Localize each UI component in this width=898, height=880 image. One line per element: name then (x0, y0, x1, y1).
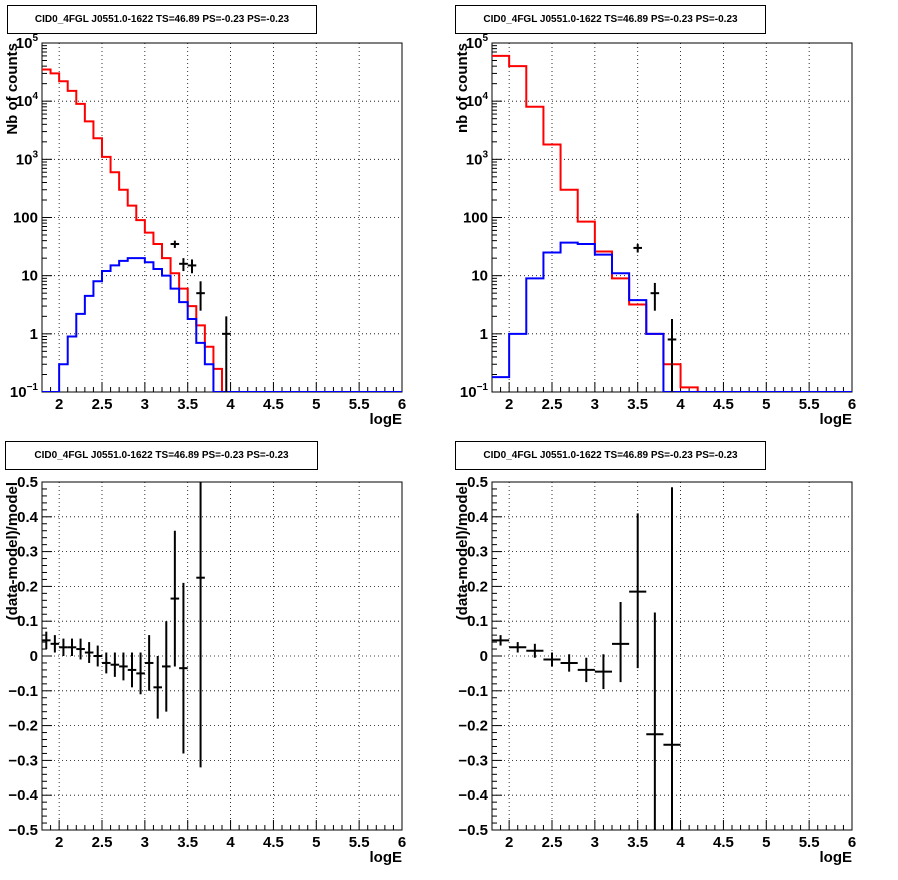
x-tick-label: 6 (398, 396, 406, 413)
y-tick-label: 0.4 (467, 509, 489, 526)
histogram-step-blue (492, 241, 852, 392)
x-tick-label: 2.5 (92, 396, 113, 413)
x-tick-label: 4 (676, 834, 685, 851)
y-tick-label: 1 (30, 326, 38, 343)
y-tick-label: 1 (480, 326, 488, 343)
y-axis-label: (data-model)/model (454, 482, 471, 620)
y-tick-label: 10 (21, 268, 38, 285)
histogram-step-red (492, 54, 852, 392)
x-tick-label: 5 (312, 834, 320, 851)
y-tick-label: −0.5 (8, 822, 38, 839)
y-tick-label: 0.2 (17, 578, 38, 595)
series-group (492, 487, 681, 830)
x-tick-label: 6 (848, 396, 856, 413)
x-tick-label: 4.5 (713, 396, 734, 413)
histogram-step-red (42, 68, 402, 392)
x-tick-label: 5 (312, 396, 320, 413)
y-tick-label: 10 (471, 268, 488, 285)
y-tick-label: −0.4 (458, 787, 488, 804)
x-tick-label: 6 (398, 834, 406, 851)
x-tick-label: 2 (505, 834, 513, 851)
y-tick-label: 0 (30, 648, 38, 665)
chart-title-top-left: CID0_4FGL J0551.0-1622 TS=46.89 PS=-0.23… (7, 5, 317, 34)
x-tick-label: 5.5 (349, 834, 370, 851)
chart-top-left: 2 2.5 3 3.5 4 4.5 5 5.5 6logE10−1110100103104105… (4, 33, 406, 428)
y-tick-label: 0.5 (17, 474, 38, 491)
y-tick-label: −0.1 (458, 683, 488, 700)
y-tick-label: 0.3 (467, 544, 488, 561)
chart-title-bottom-left: CID0_4FGL J0551.0-1622 TS=46.89 PS=-0.23… (5, 441, 318, 470)
y-tick-label: 100 (13, 210, 38, 227)
y-axis-label: Nb of counts (4, 43, 21, 135)
x-axis-label: logE (370, 849, 403, 866)
series-group (42, 482, 205, 768)
y-tick-label: −0.5 (458, 822, 488, 839)
y-tick-label: −0.2 (458, 718, 488, 735)
y-tick-label: 100 (463, 210, 488, 227)
x-tick-label: 5 (762, 834, 770, 851)
y-tick-label: 0 (480, 648, 488, 665)
y-tick-label: −0.1 (8, 683, 38, 700)
x-tick-label: 4.5 (263, 396, 284, 413)
chart-title-top-right: CID0_4FGL J0551.0-1622 TS=46.89 PS=-0.23… (455, 5, 766, 34)
x-tick-label: 4.5 (263, 834, 284, 851)
y-tick-label: 0.1 (467, 613, 488, 630)
x-axis-label: logE (370, 411, 403, 428)
x-tick-label: 3 (141, 834, 149, 851)
x-tick-label: 4.5 (713, 834, 734, 851)
x-tick-label: 3.5 (177, 396, 198, 413)
y-axis-label: (data-model)/model (4, 482, 21, 620)
x-tick-label: 4 (226, 396, 235, 413)
x-tick-label: 3 (141, 396, 149, 413)
x-tick-label: 3.5 (627, 396, 648, 413)
chart-top-right: 2 2.5 3 3.5 4 4.5 5 5.5 6logE10−1110100103104105… (454, 33, 856, 428)
y-tick-label: −0.4 (8, 787, 38, 804)
y-tick-label: 0.4 (17, 509, 39, 526)
x-tick-label: 3.5 (627, 834, 648, 851)
x-tick-label: 2 (55, 834, 63, 851)
x-tick-label: 2.5 (92, 834, 113, 851)
y-tick-label: 103 (466, 149, 489, 168)
y-tick-label: 0.3 (17, 544, 38, 561)
x-tick-label: 5.5 (799, 834, 820, 851)
x-tick-label: 4 (676, 396, 685, 413)
x-tick-label: 6 (848, 834, 856, 851)
x-tick-label: 2.5 (542, 396, 563, 413)
x-axis-label: logE (820, 849, 853, 866)
y-tick-label: 103 (16, 149, 39, 168)
x-tick-label: 3 (591, 396, 599, 413)
y-tick-label: −0.2 (8, 718, 38, 735)
y-tick-label: 0.5 (467, 474, 488, 491)
y-tick-label: 10−1 (10, 382, 39, 401)
x-tick-label: 2.5 (542, 834, 563, 851)
y-tick-label: −0.3 (458, 752, 488, 769)
x-tick-label: 5.5 (799, 396, 820, 413)
x-tick-label: 5 (762, 396, 770, 413)
chart-title-bottom-right: CID0_4FGL J0551.0-1622 TS=46.89 PS=-0.23… (455, 441, 766, 470)
x-tick-label: 2 (55, 396, 63, 413)
histogram-step-blue (42, 257, 402, 392)
y-tick-label: 10−1 (460, 382, 489, 401)
y-tick-label: −0.3 (8, 752, 38, 769)
series-group (42, 68, 402, 392)
y-tick-label: 0.1 (17, 613, 38, 630)
x-tick-label: 2 (505, 396, 513, 413)
y-tick-label: 0.2 (467, 578, 488, 595)
y-axis-label: nb of counts (454, 43, 471, 133)
x-tick-label: 4 (226, 834, 235, 851)
x-axis-label: logE (820, 411, 853, 428)
x-tick-label: 3 (591, 834, 599, 851)
x-tick-label: 3.5 (177, 834, 198, 851)
series-group (492, 54, 852, 392)
x-tick-label: 5.5 (349, 396, 370, 413)
